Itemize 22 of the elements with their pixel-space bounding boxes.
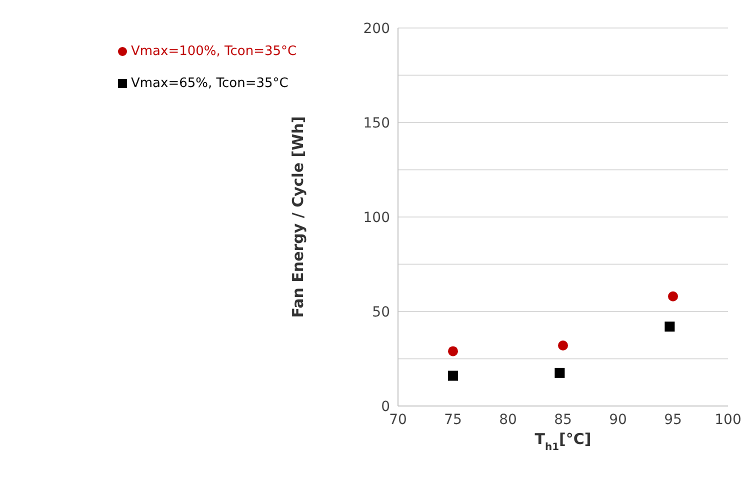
x-tick-label: 70 <box>389 412 407 428</box>
point <box>558 340 568 351</box>
x-tick-label: 75 <box>444 412 462 428</box>
y-axis-title: Fan Energy / Cycle [Wh] <box>289 116 307 318</box>
point <box>554 368 565 378</box>
x-tick-label: 95 <box>664 412 682 428</box>
y-tick-label: 100 <box>363 210 390 226</box>
y-tick-label: 200 <box>363 20 390 37</box>
x-tick-label: 80 <box>499 412 517 428</box>
x-tick-label: 85 <box>554 412 572 428</box>
legend-label: Vmax=65%, Tcon=35°C <box>131 76 288 91</box>
point <box>668 291 678 302</box>
y-tick-label: 150 <box>363 115 390 132</box>
x-tick-label: 90 <box>609 412 627 428</box>
y-tick-label: 0 <box>381 398 390 415</box>
point <box>664 322 675 332</box>
x-axis-title: T$_{h1}$[°C] <box>534 430 592 452</box>
point <box>448 346 458 356</box>
y-tick-label: 50 <box>372 304 390 320</box>
legend-label: Vmax=100%, Tcon=35°C <box>131 44 297 59</box>
x-tick-label: 100 <box>714 412 742 428</box>
point <box>448 370 458 381</box>
